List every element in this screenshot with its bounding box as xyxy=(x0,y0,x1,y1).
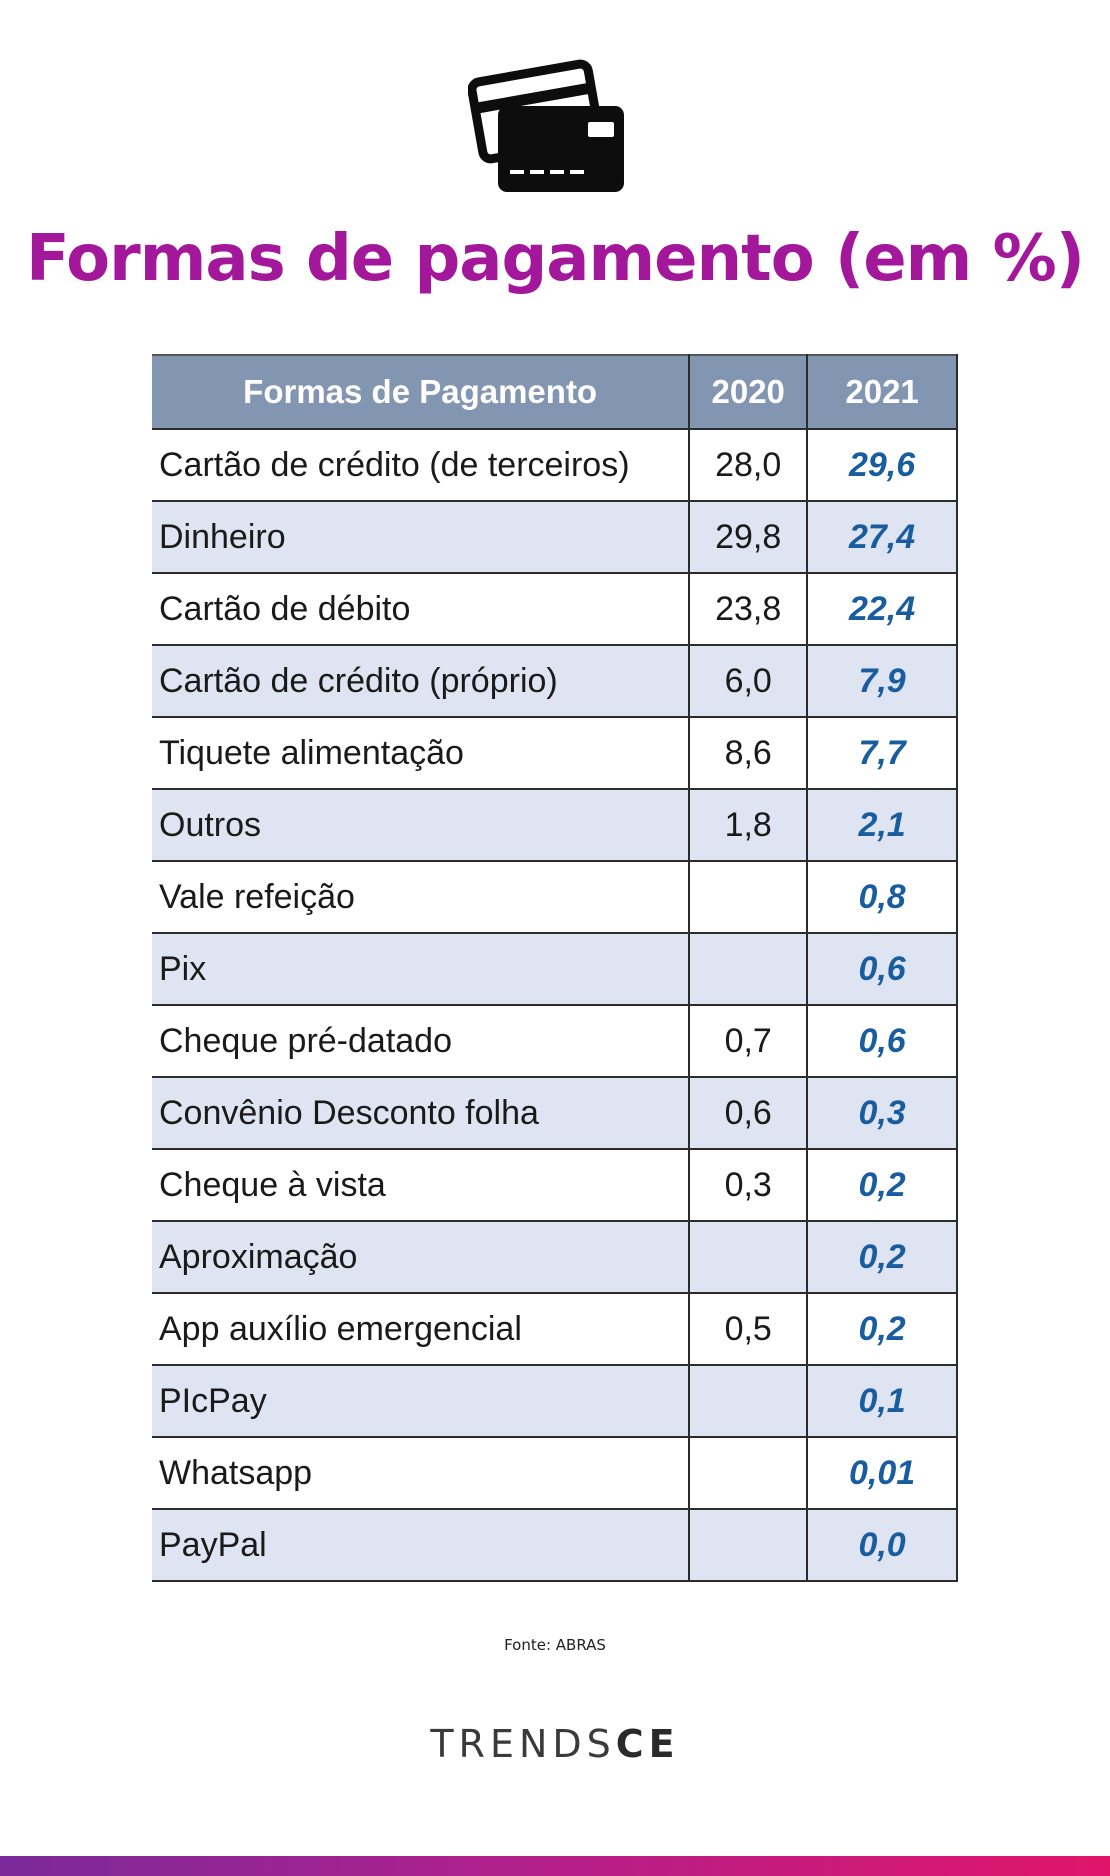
row-label: Cartão de crédito (de terceiros) xyxy=(152,428,691,502)
value-2021: 7,9 xyxy=(806,644,958,718)
source-note: Fonte: ABRAS xyxy=(504,1636,606,1654)
brand-logo: TRENDSCE xyxy=(0,1722,1110,1766)
value-2020: 1,8 xyxy=(688,788,809,862)
row-label: PIcPay xyxy=(152,1364,691,1438)
value-2020: 0,5 xyxy=(688,1292,809,1366)
value-2020: 6,0 xyxy=(688,644,809,718)
table-header-row: Formas de Pagamento 2020 2021 xyxy=(152,354,958,430)
value-2020: 0,3 xyxy=(688,1148,809,1222)
value-2021: 27,4 xyxy=(806,500,958,574)
value-2021: 0,2 xyxy=(806,1220,958,1294)
column-header-method: Formas de Pagamento xyxy=(152,354,691,430)
table-row: Cheque pré-datado 0,7 0,6 xyxy=(152,1004,958,1078)
row-label: Outros xyxy=(152,788,691,862)
table-row: Cartão de débito 23,8 22,4 xyxy=(152,572,958,646)
value-2020: 28,0 xyxy=(688,428,809,502)
row-label: PayPal xyxy=(152,1508,691,1582)
table-row: PayPal 0,0 xyxy=(152,1508,958,1582)
row-label: Cheque pré-datado xyxy=(152,1004,691,1078)
table-row: Aproximação 0,2 xyxy=(152,1220,958,1294)
row-label: Vale refeição xyxy=(152,860,691,934)
row-label: Cheque à vista xyxy=(152,1148,691,1222)
table-row: Cartão de crédito (de terceiros) 28,0 29,6 xyxy=(152,428,958,502)
credit-cards-icon xyxy=(467,48,628,196)
value-2020: 23,8 xyxy=(688,572,809,646)
value-2021: 0,8 xyxy=(806,860,958,934)
row-label: Whatsapp xyxy=(152,1436,691,1510)
value-2021: 22,4 xyxy=(806,572,958,646)
payment-methods-table: Formas de Pagamento 2020 2021 Cartão de … xyxy=(152,354,958,1582)
table-body: Cartão de crédito (de terceiros) 28,0 29,6… xyxy=(152,428,958,1582)
table-row: Outros 1,8 2,1 xyxy=(152,788,958,862)
row-label: Convênio Desconto folha xyxy=(152,1076,691,1150)
value-2020 xyxy=(688,1436,809,1510)
value-2021: 0,6 xyxy=(806,1004,958,1078)
value-2021: 0,01 xyxy=(806,1436,958,1510)
table-row: Convênio Desconto folha 0,6 0,3 xyxy=(152,1076,958,1150)
value-2021: 0,1 xyxy=(806,1364,958,1438)
value-2021: 0,0 xyxy=(806,1508,958,1582)
row-label: Tiquete alimentação xyxy=(152,716,691,790)
value-2020: 0,6 xyxy=(688,1076,809,1150)
value-2020: 0,7 xyxy=(688,1004,809,1078)
row-label: Cartão de crédito (próprio) xyxy=(152,644,691,718)
value-2021: 0,2 xyxy=(806,1292,958,1366)
table-row: Dinheiro 29,8 27,4 xyxy=(152,500,958,574)
table-row: Pix 0,6 xyxy=(152,932,958,1006)
page-title: Formas de pagamento (em %) xyxy=(26,222,1085,296)
column-header-2020: 2020 xyxy=(688,354,809,430)
value-2020 xyxy=(688,1220,809,1294)
row-label: Cartão de débito xyxy=(152,572,691,646)
row-label: Pix xyxy=(152,932,691,1006)
value-2020 xyxy=(688,1364,809,1438)
table-row: Vale refeição 0,8 xyxy=(152,860,958,934)
value-2020 xyxy=(688,1508,809,1582)
value-2021: 7,7 xyxy=(806,716,958,790)
row-label: Aproximação xyxy=(152,1220,691,1294)
value-2021: 29,6 xyxy=(806,428,958,502)
row-label: App auxílio emergencial xyxy=(152,1292,691,1366)
column-header-2021: 2021 xyxy=(806,354,958,430)
value-2021: 0,3 xyxy=(806,1076,958,1150)
brand-logo-part1: TRENDS xyxy=(430,1722,616,1766)
value-2020: 8,6 xyxy=(688,716,809,790)
value-2020 xyxy=(688,932,809,1006)
table-row: Cheque à vista 0,3 0,2 xyxy=(152,1148,958,1222)
table-row: Whatsapp 0,01 xyxy=(152,1436,958,1510)
table-row: Cartão de crédito (próprio) 6,0 7,9 xyxy=(152,644,958,718)
table-row: App auxílio emergencial 0,5 0,2 xyxy=(152,1292,958,1366)
value-2021: 0,6 xyxy=(806,932,958,1006)
value-2020: 29,8 xyxy=(688,500,809,574)
bottom-gradient-bar xyxy=(0,1856,1110,1876)
table-row: PIcPay 0,1 xyxy=(152,1364,958,1438)
row-label: Dinheiro xyxy=(152,500,691,574)
value-2020 xyxy=(688,860,809,934)
table-row: Tiquete alimentação 8,6 7,7 xyxy=(152,716,958,790)
value-2021: 2,1 xyxy=(806,788,958,862)
value-2021: 0,2 xyxy=(806,1148,958,1222)
brand-logo-part2: CE xyxy=(615,1722,680,1766)
